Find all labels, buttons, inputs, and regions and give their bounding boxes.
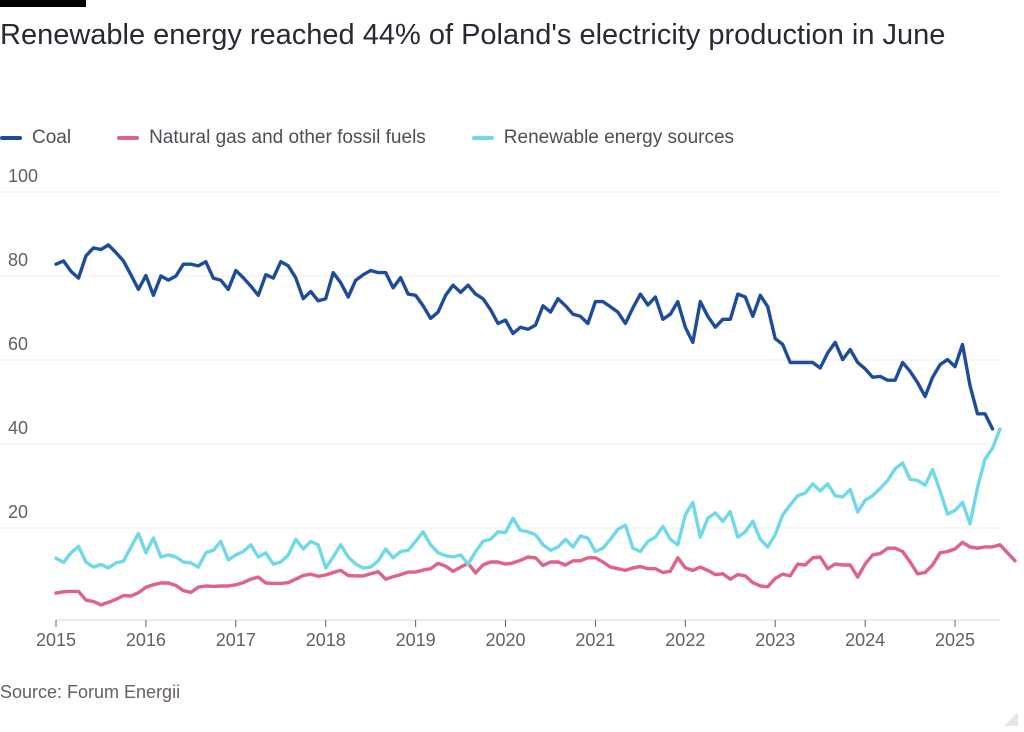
x-tick-label: 2022 xyxy=(665,630,705,650)
y-tick-label: 80 xyxy=(8,250,28,270)
x-tick-label: 2017 xyxy=(216,630,256,650)
x-tick-label: 2015 xyxy=(36,630,76,650)
source-note: Source: Forum Energii xyxy=(0,682,180,703)
series-line-gas xyxy=(56,542,1015,605)
series-line-renewables xyxy=(56,429,1000,568)
x-tick-label: 2023 xyxy=(755,630,795,650)
y-tick-label: 40 xyxy=(8,418,28,438)
x-tick-label: 2019 xyxy=(396,630,436,650)
x-tick-label: 2021 xyxy=(575,630,615,650)
y-tick-label: 60 xyxy=(8,334,28,354)
line-chart: 20 40 60 80 100 2015 2016 2017 2018 2019 2020 2021 2… xyxy=(0,0,1024,732)
y-tick-label: 100 xyxy=(8,166,38,186)
x-tick-label: 2024 xyxy=(845,630,885,650)
x-tick-label: 2025 xyxy=(935,630,975,650)
series-line-coal xyxy=(56,245,993,429)
x-tick-label: 2018 xyxy=(306,630,346,650)
resize-corner-icon xyxy=(1004,712,1018,726)
x-tick-label: 2016 xyxy=(126,630,166,650)
x-tick-label: 2020 xyxy=(486,630,526,650)
y-tick-label: 20 xyxy=(8,502,28,522)
